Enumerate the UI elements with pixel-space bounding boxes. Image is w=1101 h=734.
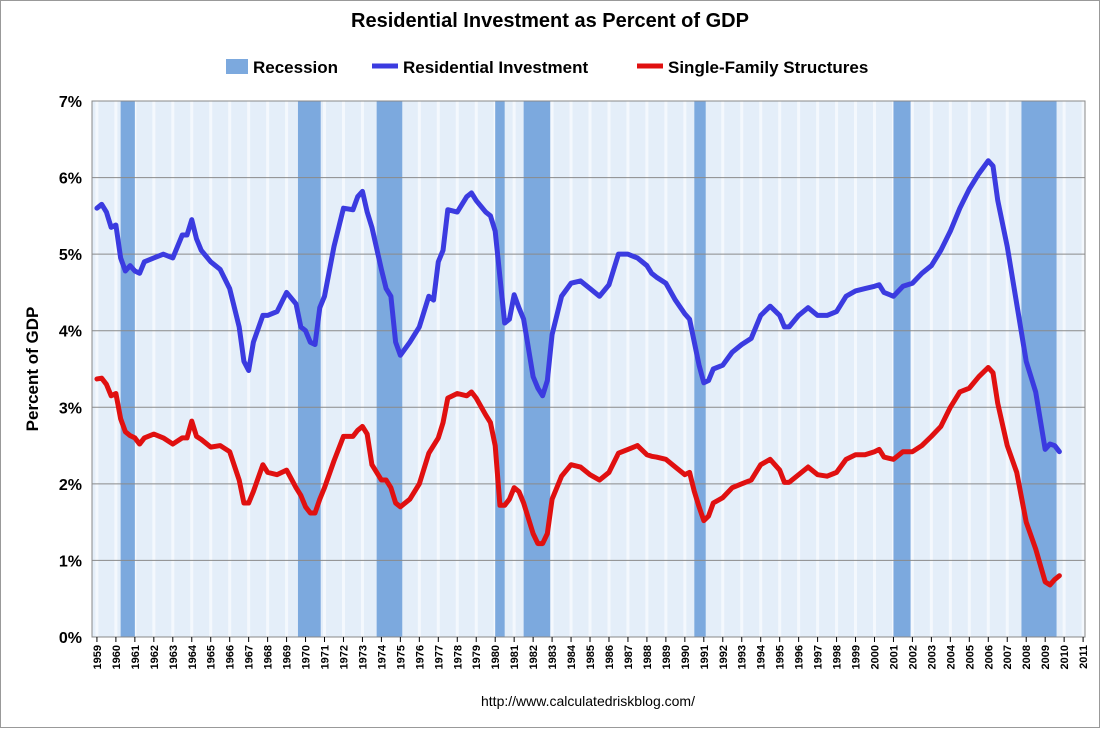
x-tick-label: 1983 (547, 645, 559, 669)
x-tick-label: 1985 (585, 645, 597, 669)
x-tick-label: 1997 (813, 645, 825, 669)
x-tick-label: 1963 (168, 645, 180, 669)
x-tick-label: 2008 (1021, 645, 1033, 669)
recession-band (120, 101, 135, 637)
x-tick-label: 2005 (964, 645, 976, 669)
plot-area (92, 101, 1085, 637)
x-tick-label: 1980 (490, 645, 502, 669)
x-tick-label: 1968 (263, 645, 275, 669)
x-tick-label: 1978 (452, 645, 464, 669)
x-tick-label: 2006 (983, 645, 995, 669)
x-tick-label: 2004 (945, 644, 957, 669)
x-tick-label: 1964 (187, 644, 199, 669)
x-tick-label: 1987 (623, 645, 635, 669)
x-tick-label: 1996 (794, 645, 806, 669)
legend-swatch (226, 59, 248, 74)
x-tick-label: 1969 (282, 645, 294, 669)
x-tick-label: 2003 (926, 645, 938, 669)
x-tick-label: 2009 (1040, 645, 1052, 669)
x-tick-label: 1991 (699, 645, 711, 669)
x-tick-label: 1971 (320, 645, 332, 669)
x-tick-label: 1982 (528, 645, 540, 669)
x-tick-label: 1961 (130, 645, 142, 669)
x-tick-label: 1962 (149, 645, 161, 669)
y-tick-label: 2% (59, 477, 82, 494)
x-tick-label: 1960 (111, 645, 123, 669)
x-tick-label: 1989 (661, 645, 673, 669)
plot-border (91, 100, 1086, 638)
x-tick-label: 2007 (1002, 645, 1014, 669)
legend-label: Residential Investment (403, 58, 589, 77)
x-tick-label: 1974 (376, 644, 388, 669)
x-tick-label: 1999 (851, 645, 863, 669)
legend-label: Recession (253, 58, 338, 77)
y-tick-label: 5% (59, 247, 82, 264)
legend-label: Single-Family Structures (668, 58, 868, 77)
x-tick-label: 1993 (737, 645, 749, 669)
y-tick-label: 7% (59, 94, 82, 111)
y-tick-label: 6% (59, 171, 82, 188)
recession-band (523, 101, 551, 637)
x-tick-label: 1988 (642, 645, 654, 669)
x-tick-label: 1976 (414, 645, 426, 669)
x-tick-label: 1979 (471, 645, 483, 669)
x-tick-label: 1986 (604, 645, 616, 669)
x-tick-label: 1981 (509, 645, 521, 669)
x-tick-label: 1992 (718, 645, 730, 669)
recession-band (297, 101, 321, 637)
x-tick-label: 1967 (244, 645, 256, 669)
series-line (94, 158, 1062, 455)
recession-band (495, 101, 505, 637)
x-tick-label: 2000 (869, 645, 881, 669)
y-tick-label: 3% (59, 400, 82, 417)
x-tick-label: 1984 (566, 644, 578, 669)
x-tick-label: 1973 (357, 645, 369, 669)
y-tick-label: 0% (59, 630, 82, 647)
recession-band (893, 101, 911, 637)
x-tick-label: 1970 (301, 645, 313, 669)
x-tick-label: 2011 (1078, 645, 1090, 669)
x-tick-label: 1995 (775, 645, 787, 669)
x-tick-label: 1998 (832, 645, 844, 669)
y-tick-label: 4% (59, 324, 82, 341)
x-tick-label: 2010 (1059, 645, 1071, 669)
x-tick-label: 1959 (92, 645, 104, 669)
x-tick-label: 1972 (338, 645, 350, 669)
x-tick-label: 1965 (206, 645, 218, 669)
source-note: http://www.calculatedriskblog.com/ (481, 693, 695, 709)
x-tick-label: 1975 (395, 645, 407, 669)
x-tick-label: 1966 (225, 645, 237, 669)
x-tick-label: 1977 (433, 645, 445, 669)
x-tick-label: 2001 (888, 645, 900, 669)
x-tick-label: 1994 (756, 644, 768, 669)
y-tick-label: 1% (59, 553, 82, 570)
x-tick-label: 1990 (680, 645, 692, 669)
series-line (94, 364, 1062, 588)
y-axis-title: Percent of GDP (23, 307, 42, 432)
legend: Recession Residential Investment Single-Fa… (226, 58, 868, 77)
recession-band (376, 101, 403, 637)
chart-title: Residential Investment as Percent of GDP (351, 10, 749, 32)
x-tick-label: 2002 (907, 645, 919, 669)
